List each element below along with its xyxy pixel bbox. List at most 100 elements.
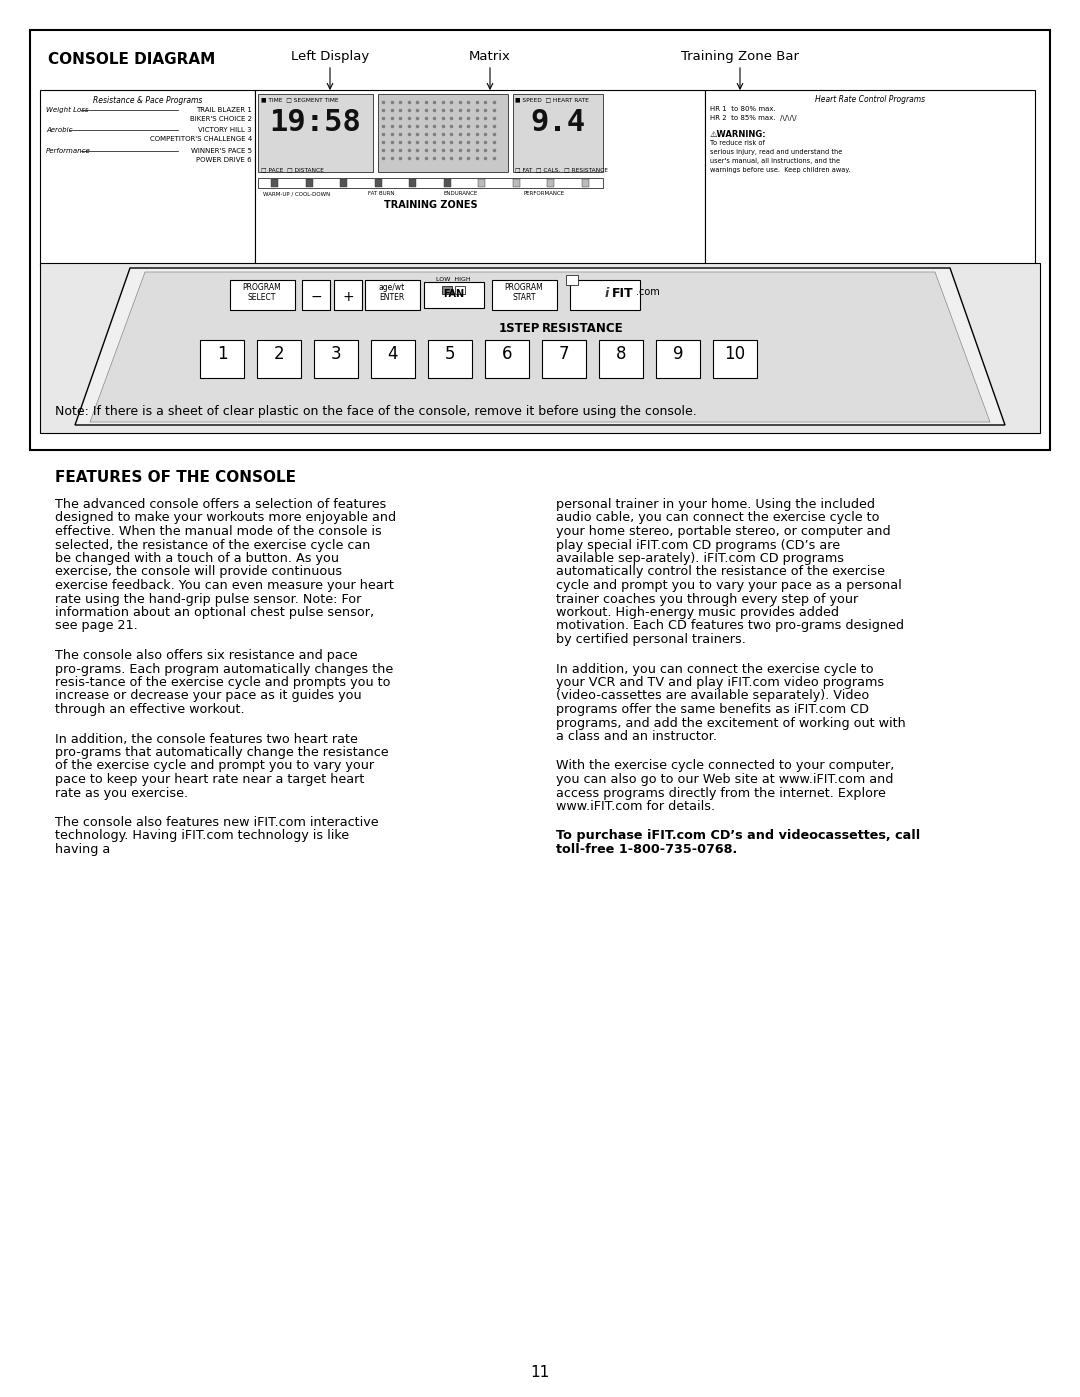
Text: 19:58: 19:58 [269, 108, 361, 137]
Bar [340, 179, 348, 187]
Text: 9: 9 [673, 345, 684, 363]
Text: 5: 5 [445, 345, 456, 363]
Text: LOW  HIGH: LOW HIGH [435, 277, 470, 282]
Bar [570, 279, 640, 310]
Text: FIT: FIT [612, 286, 634, 300]
Bar [582, 179, 589, 187]
Text: 7: 7 [558, 345, 569, 363]
Bar [334, 279, 362, 310]
Text: ENDURANCE: ENDURANCE [443, 191, 477, 196]
Text: exercise, the console will provide continuous: exercise, the console will provide conti… [55, 566, 342, 578]
Text: RESISTANCE: RESISTANCE [542, 321, 623, 335]
Polygon shape [75, 268, 1005, 425]
Text: Training Zone Bar: Training Zone Bar [681, 50, 799, 63]
Text: your home stereo, portable stereo, or computer and: your home stereo, portable stereo, or co… [556, 525, 891, 538]
Bar [200, 339, 244, 379]
Text: FAN: FAN [444, 289, 464, 299]
Text: workout. High-energy music provides added: workout. High-energy music provides adde… [556, 606, 839, 619]
Text: ■ TIME  □ SEGMENT TIME: ■ TIME □ SEGMENT TIME [261, 96, 339, 102]
Text: effective. When the manual mode of the console is: effective. When the manual mode of the c… [55, 525, 381, 538]
Text: WINNER'S PACE 5: WINNER'S PACE 5 [191, 148, 252, 154]
Bar [656, 339, 700, 379]
Bar [230, 279, 295, 310]
Bar [444, 179, 450, 187]
Text: age/wt
ENTER: age/wt ENTER [379, 284, 405, 302]
Text: www.iFIT.com for details.: www.iFIT.com for details. [556, 800, 715, 813]
Text: of the exercise cycle and prompt you to vary your: of the exercise cycle and prompt you to … [55, 760, 374, 773]
Text: pro-grams. Each program automatically changes the: pro-grams. Each program automatically ch… [55, 662, 393, 676]
Text: play special iFIT.com CD programs (CD’s are: play special iFIT.com CD programs (CD’s … [556, 538, 840, 552]
Text: be changed with a touch of a button. As you: be changed with a touch of a button. As … [55, 552, 339, 564]
Text: toll-free 1-800-735-0768.: toll-free 1-800-735-0768. [556, 842, 738, 856]
Bar [257, 339, 301, 379]
Bar [513, 179, 519, 187]
Text: rate using the hand-grip pulse sensor. Note: For: rate using the hand-grip pulse sensor. N… [55, 592, 362, 605]
Text: Matrix: Matrix [469, 50, 511, 63]
Text: programs, and add the excitement of working out with: programs, and add the excitement of work… [556, 717, 906, 729]
Text: cycle and prompt you to vary your pace as a personal: cycle and prompt you to vary your pace a… [556, 578, 902, 592]
Text: VICTORY HILL 3: VICTORY HILL 3 [199, 127, 252, 133]
Text: FAT BURN: FAT BURN [368, 191, 394, 196]
Bar [306, 179, 313, 187]
Text: With the exercise cycle connected to your computer,: With the exercise cycle connected to you… [556, 760, 894, 773]
Bar [40, 263, 1040, 433]
Text: To reduce risk of: To reduce risk of [710, 140, 765, 147]
Text: motivation. Each CD features two pro-grams designed: motivation. Each CD features two pro-gra… [556, 619, 904, 633]
Text: □ PACE  □ DISTANCE: □ PACE □ DISTANCE [261, 168, 324, 172]
Text: (video-cassettes are available separately). Video: (video-cassettes are available separatel… [556, 690, 869, 703]
Text: user's manual, all instructions, and the: user's manual, all instructions, and the [710, 158, 840, 163]
Text: information about an optional chest pulse sensor,: information about an optional chest puls… [55, 606, 374, 619]
Bar [485, 339, 529, 379]
Bar [372, 339, 415, 379]
Text: 4: 4 [388, 345, 399, 363]
Text: pro-grams that automatically change the resistance: pro-grams that automatically change the … [55, 746, 389, 759]
Bar [542, 339, 586, 379]
Text: 6: 6 [502, 345, 512, 363]
Text: +: + [342, 291, 354, 305]
Bar [428, 339, 472, 379]
Text: 3: 3 [330, 345, 341, 363]
Bar [255, 89, 705, 265]
Bar [566, 275, 578, 285]
Text: BIKER'S CHOICE 2: BIKER'S CHOICE 2 [190, 116, 252, 122]
Text: ■ SPEED  □ HEART RATE: ■ SPEED □ HEART RATE [515, 96, 589, 102]
Bar [478, 179, 485, 187]
Text: rate as you exercise.: rate as you exercise. [55, 787, 188, 799]
Text: To purchase iFIT.com CD’s and videocassettes, call: To purchase iFIT.com CD’s and videocasse… [556, 830, 920, 842]
Text: available sep-arately). iFIT.com CD programs: available sep-arately). iFIT.com CD prog… [556, 552, 843, 564]
Text: HR 1  to 80% max.: HR 1 to 80% max. [710, 106, 775, 112]
Text: In addition, the console features two heart rate: In addition, the console features two he… [55, 732, 357, 746]
Text: Aerobic: Aerobic [46, 127, 72, 133]
Text: FEATURES OF THE CONSOLE: FEATURES OF THE CONSOLE [55, 469, 296, 485]
Text: see page 21.: see page 21. [55, 619, 138, 633]
Bar [365, 279, 420, 310]
Bar [271, 179, 279, 187]
Text: Note: If there is a sheet of clear plastic on the face of the console, remove it: Note: If there is a sheet of clear plast… [55, 405, 697, 418]
Bar [409, 179, 416, 187]
Text: 11: 11 [530, 1365, 550, 1380]
Text: COMPETITOR'S CHALLENGE 4: COMPETITOR'S CHALLENGE 4 [150, 136, 252, 142]
Text: serious injury, read and understand the: serious injury, read and understand the [710, 149, 842, 155]
Text: i: i [605, 286, 609, 300]
Bar [492, 279, 557, 310]
Text: ⚠WARNING:: ⚠WARNING: [710, 130, 767, 138]
Text: 8: 8 [616, 345, 626, 363]
Text: having a: having a [55, 842, 110, 856]
Text: automatically control the resistance of the exercise: automatically control the resistance of … [556, 566, 885, 578]
Text: through an effective workout.: through an effective workout. [55, 703, 245, 717]
Text: exercise feedback. You can even measure your heart: exercise feedback. You can even measure … [55, 578, 394, 592]
Text: increase or decrease your pace as it guides you: increase or decrease your pace as it gui… [55, 690, 362, 703]
Text: In addition, you can connect the exercise cycle to: In addition, you can connect the exercis… [556, 662, 874, 676]
Text: trainer coaches you through every step of your: trainer coaches you through every step o… [556, 592, 859, 605]
Text: TRAIL BLAZER 1: TRAIL BLAZER 1 [197, 108, 252, 113]
Text: by certified personal trainers.: by certified personal trainers. [556, 633, 746, 645]
Text: Left Display: Left Display [291, 50, 369, 63]
Text: 1: 1 [217, 345, 227, 363]
Text: .com: .com [636, 286, 660, 298]
Bar [455, 286, 465, 293]
Text: The advanced console offers a selection of features: The advanced console offers a selection … [55, 497, 387, 511]
Text: □ FAT  □ CALS.  □ RESISTANCE: □ FAT □ CALS. □ RESISTANCE [515, 168, 608, 172]
Bar [424, 282, 484, 307]
Text: Resistance & Pace Programs: Resistance & Pace Programs [93, 96, 203, 105]
Bar [314, 339, 357, 379]
